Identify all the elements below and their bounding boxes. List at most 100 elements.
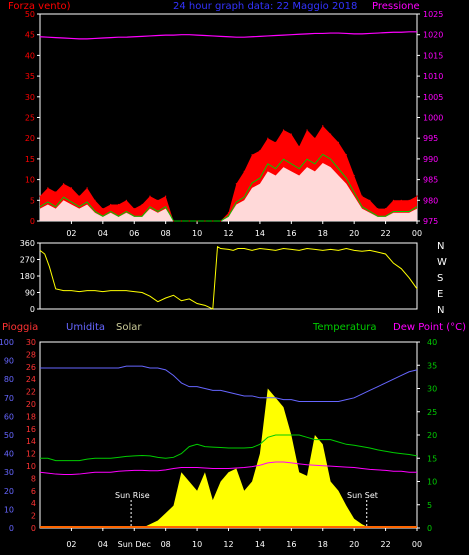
temperature-line	[40, 434, 418, 462]
humidity-axis-label: Umidita	[66, 322, 105, 333]
gust-point	[251, 154, 253, 156]
solar-axis-label: Solar	[116, 322, 142, 333]
temp-y-tick-label: 5	[427, 501, 432, 510]
wind-axis-label: Forza vento)	[8, 1, 71, 12]
gust-point	[408, 199, 410, 201]
gust-point	[47, 187, 49, 189]
gust-point	[400, 199, 402, 201]
humidity-y-tick-label: 60	[4, 412, 14, 421]
humidity-y-tick-label: 70	[4, 394, 14, 403]
gust-point	[298, 145, 300, 148]
dir-label-w: W	[437, 257, 447, 268]
chart-title: 24 hour graph data: 22 Maggio 2018	[173, 1, 357, 12]
wind-y-tick-label: 40	[25, 51, 35, 60]
bottom-x-tick-label: 12	[223, 540, 233, 549]
bottom-x-tick-label: 16	[286, 540, 296, 549]
bottom-x-tick-label: 14	[255, 540, 265, 549]
direction-y-tick-label: 90	[25, 289, 35, 298]
humidity-y-tick-label: 80	[4, 375, 14, 384]
dir-label-s: S	[437, 273, 443, 284]
rain-y-tick-label: 28	[26, 350, 36, 359]
dewpoint-axis-label: Dew Point (°C)	[393, 322, 466, 333]
gust-point	[157, 199, 159, 201]
pressure-axis-label: Pressione	[372, 1, 420, 12]
gust-point	[94, 199, 96, 201]
gust-point	[243, 170, 245, 172]
top-x-tick-label: 06	[129, 229, 139, 238]
wind-area	[40, 163, 417, 221]
gust-point	[172, 220, 175, 222]
gust-point	[86, 187, 88, 189]
gust-point	[204, 220, 206, 222]
humidity-y-tick-label: 0	[9, 524, 14, 533]
solar-area	[40, 388, 417, 528]
rain-y-tick-label: 20	[26, 400, 36, 409]
humidity-y-tick-label: 100	[0, 338, 14, 347]
gust-point	[361, 195, 363, 197]
gust-point	[275, 141, 277, 143]
pressure-y-tick-label: 980	[423, 196, 438, 205]
humidity-y-tick-label: 40	[4, 450, 14, 459]
pressure-y-tick-label: 990	[423, 155, 438, 164]
top-x-tick-label: 02	[66, 229, 76, 238]
wind-direction-line	[39, 245, 418, 310]
gust-point	[133, 207, 135, 210]
pressure-line	[39, 31, 417, 40]
wind-direction-panel: 0 90 180 270 360	[20, 239, 418, 314]
bottom-x-tick-label: Sun Dec	[118, 540, 151, 549]
gust-point	[180, 220, 182, 222]
gust-point	[416, 195, 418, 197]
wind-average-line	[39, 153, 418, 222]
direction-y-tick-label: 0	[30, 305, 35, 314]
rain-y-tick-label: 14	[26, 437, 36, 446]
dir-label-e: E	[437, 289, 443, 300]
gust-point	[62, 183, 65, 185]
gust-point	[227, 212, 230, 214]
rain-y-tick-label: 6	[31, 487, 36, 496]
rain-y-tick-label: 12	[26, 450, 36, 459]
top-x-tick-label: 04	[98, 229, 108, 238]
gust-point	[337, 141, 340, 143]
dewpoint-line	[39, 461, 417, 476]
rain-y-tick-label: 4	[31, 499, 36, 508]
humidity-y-tick-label: 20	[4, 487, 14, 496]
gust-point	[353, 174, 355, 177]
wind-y-tick-label: 45	[25, 31, 35, 40]
top-x-tick-label: 00	[412, 229, 422, 238]
direction-y-tick-label: 360	[20, 239, 35, 248]
bottom-x-tick-label: 00	[412, 540, 422, 549]
gust-point	[345, 154, 347, 156]
gust-point	[306, 129, 308, 131]
gust-point	[55, 191, 57, 193]
gust-point	[102, 207, 104, 210]
gust-point	[70, 187, 73, 189]
gust-point	[392, 199, 395, 201]
rain-y-tick-label: 0	[31, 524, 36, 533]
gust-point	[188, 220, 190, 222]
temperature-axis-label: Temperatura	[312, 322, 377, 333]
gust-point	[117, 203, 120, 206]
temp-y-tick-label: 35	[427, 361, 437, 370]
gust-point	[196, 220, 198, 222]
pressure-y-tick-label: 1010	[423, 72, 443, 81]
top-x-tick-label: 18	[318, 229, 328, 238]
pressure-y-tick-label: 995	[423, 134, 438, 143]
pressure-y-tick-label: 1015	[423, 51, 443, 60]
temp-y-tick-label: 10	[427, 478, 437, 487]
pressure-y-tick-label: 1020	[423, 31, 443, 40]
wind-pressure-panel: 0510152025303540455097598098599099510001…	[25, 10, 444, 238]
gust-point	[369, 199, 371, 201]
gust-point	[267, 137, 269, 139]
top-x-tick-label: 14	[255, 229, 265, 238]
gust-point	[259, 150, 261, 152]
wind-y-tick-label: 0	[30, 217, 35, 226]
gust-point	[384, 207, 387, 210]
humidity-line	[40, 365, 418, 403]
wind-y-tick-label: 15	[25, 155, 35, 164]
top-x-tick-label: 08	[161, 229, 171, 238]
gust-point	[290, 133, 292, 135]
bottom-x-tick-label: 20	[349, 540, 359, 549]
rain-y-tick-label: 24	[26, 375, 36, 384]
bottom-x-tick-label: 04	[98, 540, 108, 549]
